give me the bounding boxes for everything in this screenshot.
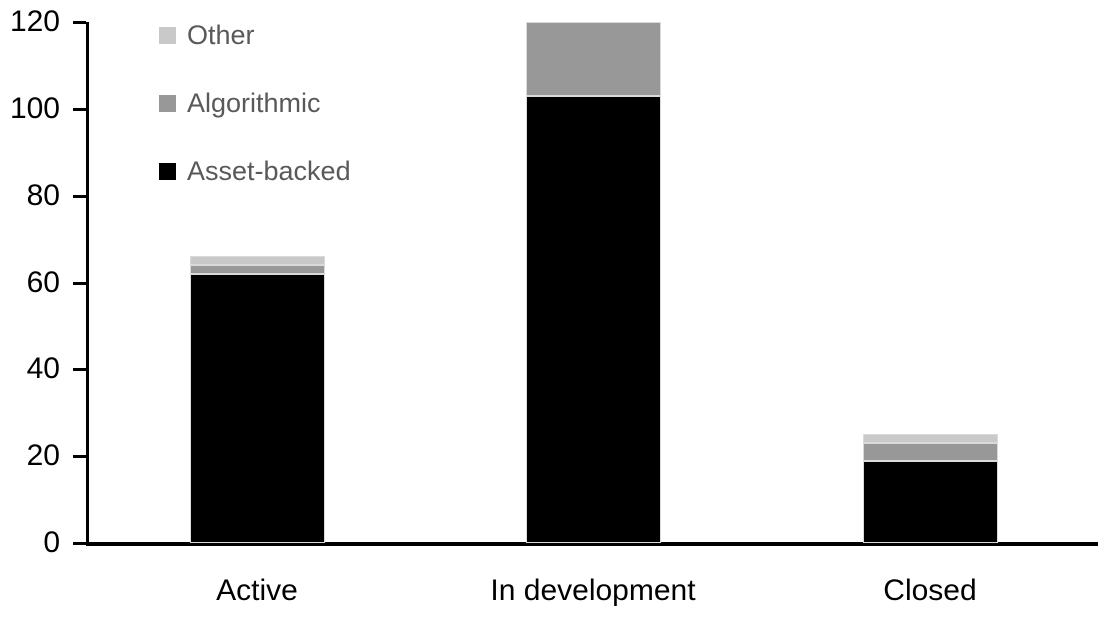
y-tick-label: 60 [26, 265, 60, 299]
y-tick-label: 120 [9, 5, 60, 38]
x-axis-line [86, 542, 1098, 546]
bar-segment-other [862, 434, 998, 444]
y-tick-label: 100 [9, 91, 60, 125]
x-category-label: In development [490, 574, 696, 607]
x-category-label: Closed [883, 574, 977, 607]
y-tick-label: 20 [26, 439, 60, 473]
y-tick-mark [73, 107, 86, 111]
chart-legend: Other Algorithmic Asset-backed [159, 22, 351, 226]
legend-label: Algorithmic [187, 88, 321, 118]
bar-segment-algorithmic [862, 443, 998, 461]
legend-label: Asset-backed [187, 156, 351, 186]
y-tick-mark [73, 194, 86, 198]
legend-swatch-icon [159, 95, 176, 112]
legend-label: Other [187, 20, 255, 50]
bar-segment-asset-backed [525, 95, 661, 543]
legend-swatch-icon [159, 27, 176, 44]
y-tick-label: 40 [26, 352, 60, 386]
legend-item-other: Other [159, 22, 351, 49]
y-tick-mark [73, 368, 86, 372]
y-tick-mark [73, 281, 86, 285]
y-tick-mark [73, 542, 86, 545]
y-tick-mark [73, 21, 86, 24]
y-axis-line [86, 22, 89, 546]
y-tick-label: 80 [26, 178, 60, 212]
legend-swatch-icon [159, 163, 176, 180]
legend-item-algorithmic: Algorithmic [159, 90, 351, 117]
legend-item-asset-backed: Asset-backed [159, 158, 351, 185]
bar-segment-algorithmic [525, 22, 661, 96]
bar-segment-asset-backed [189, 273, 325, 543]
bar-segment-algorithmic [189, 265, 325, 274]
y-tick-mark [73, 455, 86, 459]
bar-segment-other [189, 256, 325, 266]
bar-segment-asset-backed [862, 460, 998, 543]
x-category-label: Active [216, 574, 298, 607]
y-tick-label: 0 [43, 526, 60, 559]
